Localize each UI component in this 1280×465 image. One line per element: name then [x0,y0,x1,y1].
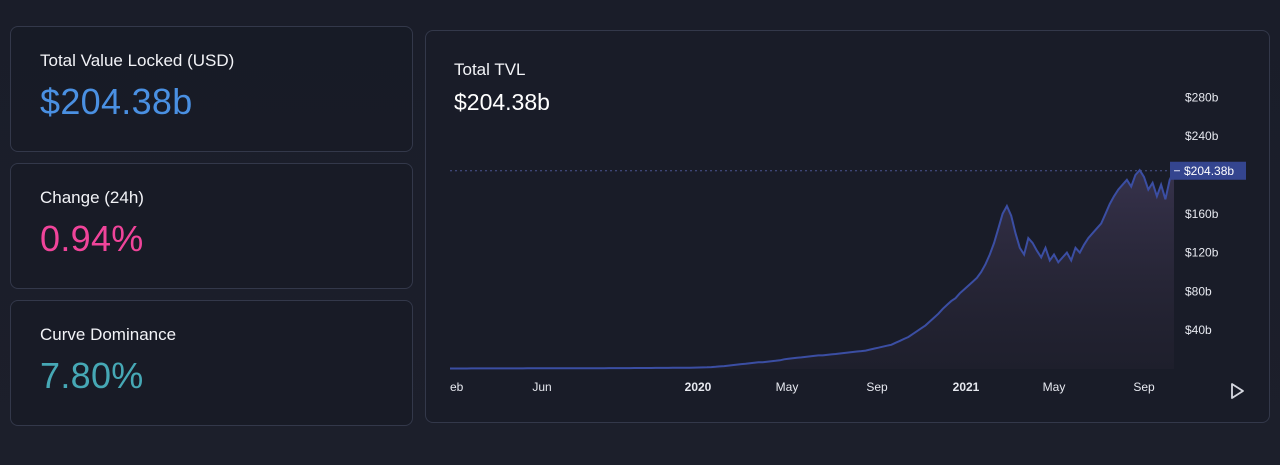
y-tick-label: $120b [1185,246,1219,260]
x-tick-label: Sep [866,380,888,394]
chart-value: $204.38b [454,89,550,115]
tvl-label: Total Value Locked (USD) [40,51,235,70]
dominance-label: Curve Dominance [40,325,177,344]
y-tick-label: $160b [1185,207,1219,221]
y-tick-label: $40b [1185,323,1212,337]
dominance-card: Curve Dominance 7.80% [10,300,413,426]
x-tick-label: May [1043,380,1066,394]
dominance-value: 7.80% [40,355,144,396]
change-card: Change (24h) 0.94% [10,163,413,289]
y-tick-label: $80b [1185,284,1212,298]
x-tick-label: 2020 [685,380,712,394]
tvl-value: $204.38b [40,81,193,122]
x-tick-label: Sep [1133,380,1155,394]
x-tick-label: Jun [532,380,551,394]
x-tick-label: 2021 [953,380,980,394]
y-tick-label: $240b [1185,129,1219,143]
tvl-chart-card: $40b $80b $120b $160b $240b $280b $204.38b eb Ju… [425,30,1270,423]
play-icon[interactable] [1227,381,1247,401]
y-tick-label: $280b [1185,90,1219,104]
x-tick-label: May [776,380,799,394]
chart-title: Total TVL [454,60,526,79]
x-tick-label: eb [450,380,464,394]
tvl-card: Total Value Locked (USD) $204.38b [10,26,413,152]
tvl-chart[interactable]: $40b $80b $120b $160b $240b $280b $204.38b eb Ju… [426,31,1271,424]
current-value-badge [1170,161,1246,180]
change-label: Change (24h) [40,188,144,207]
change-value: 0.94% [40,218,144,259]
current-value-label: $204.38b [1184,164,1234,178]
tvl-series-line [450,168,1175,370]
tvl-area [450,170,1174,369]
